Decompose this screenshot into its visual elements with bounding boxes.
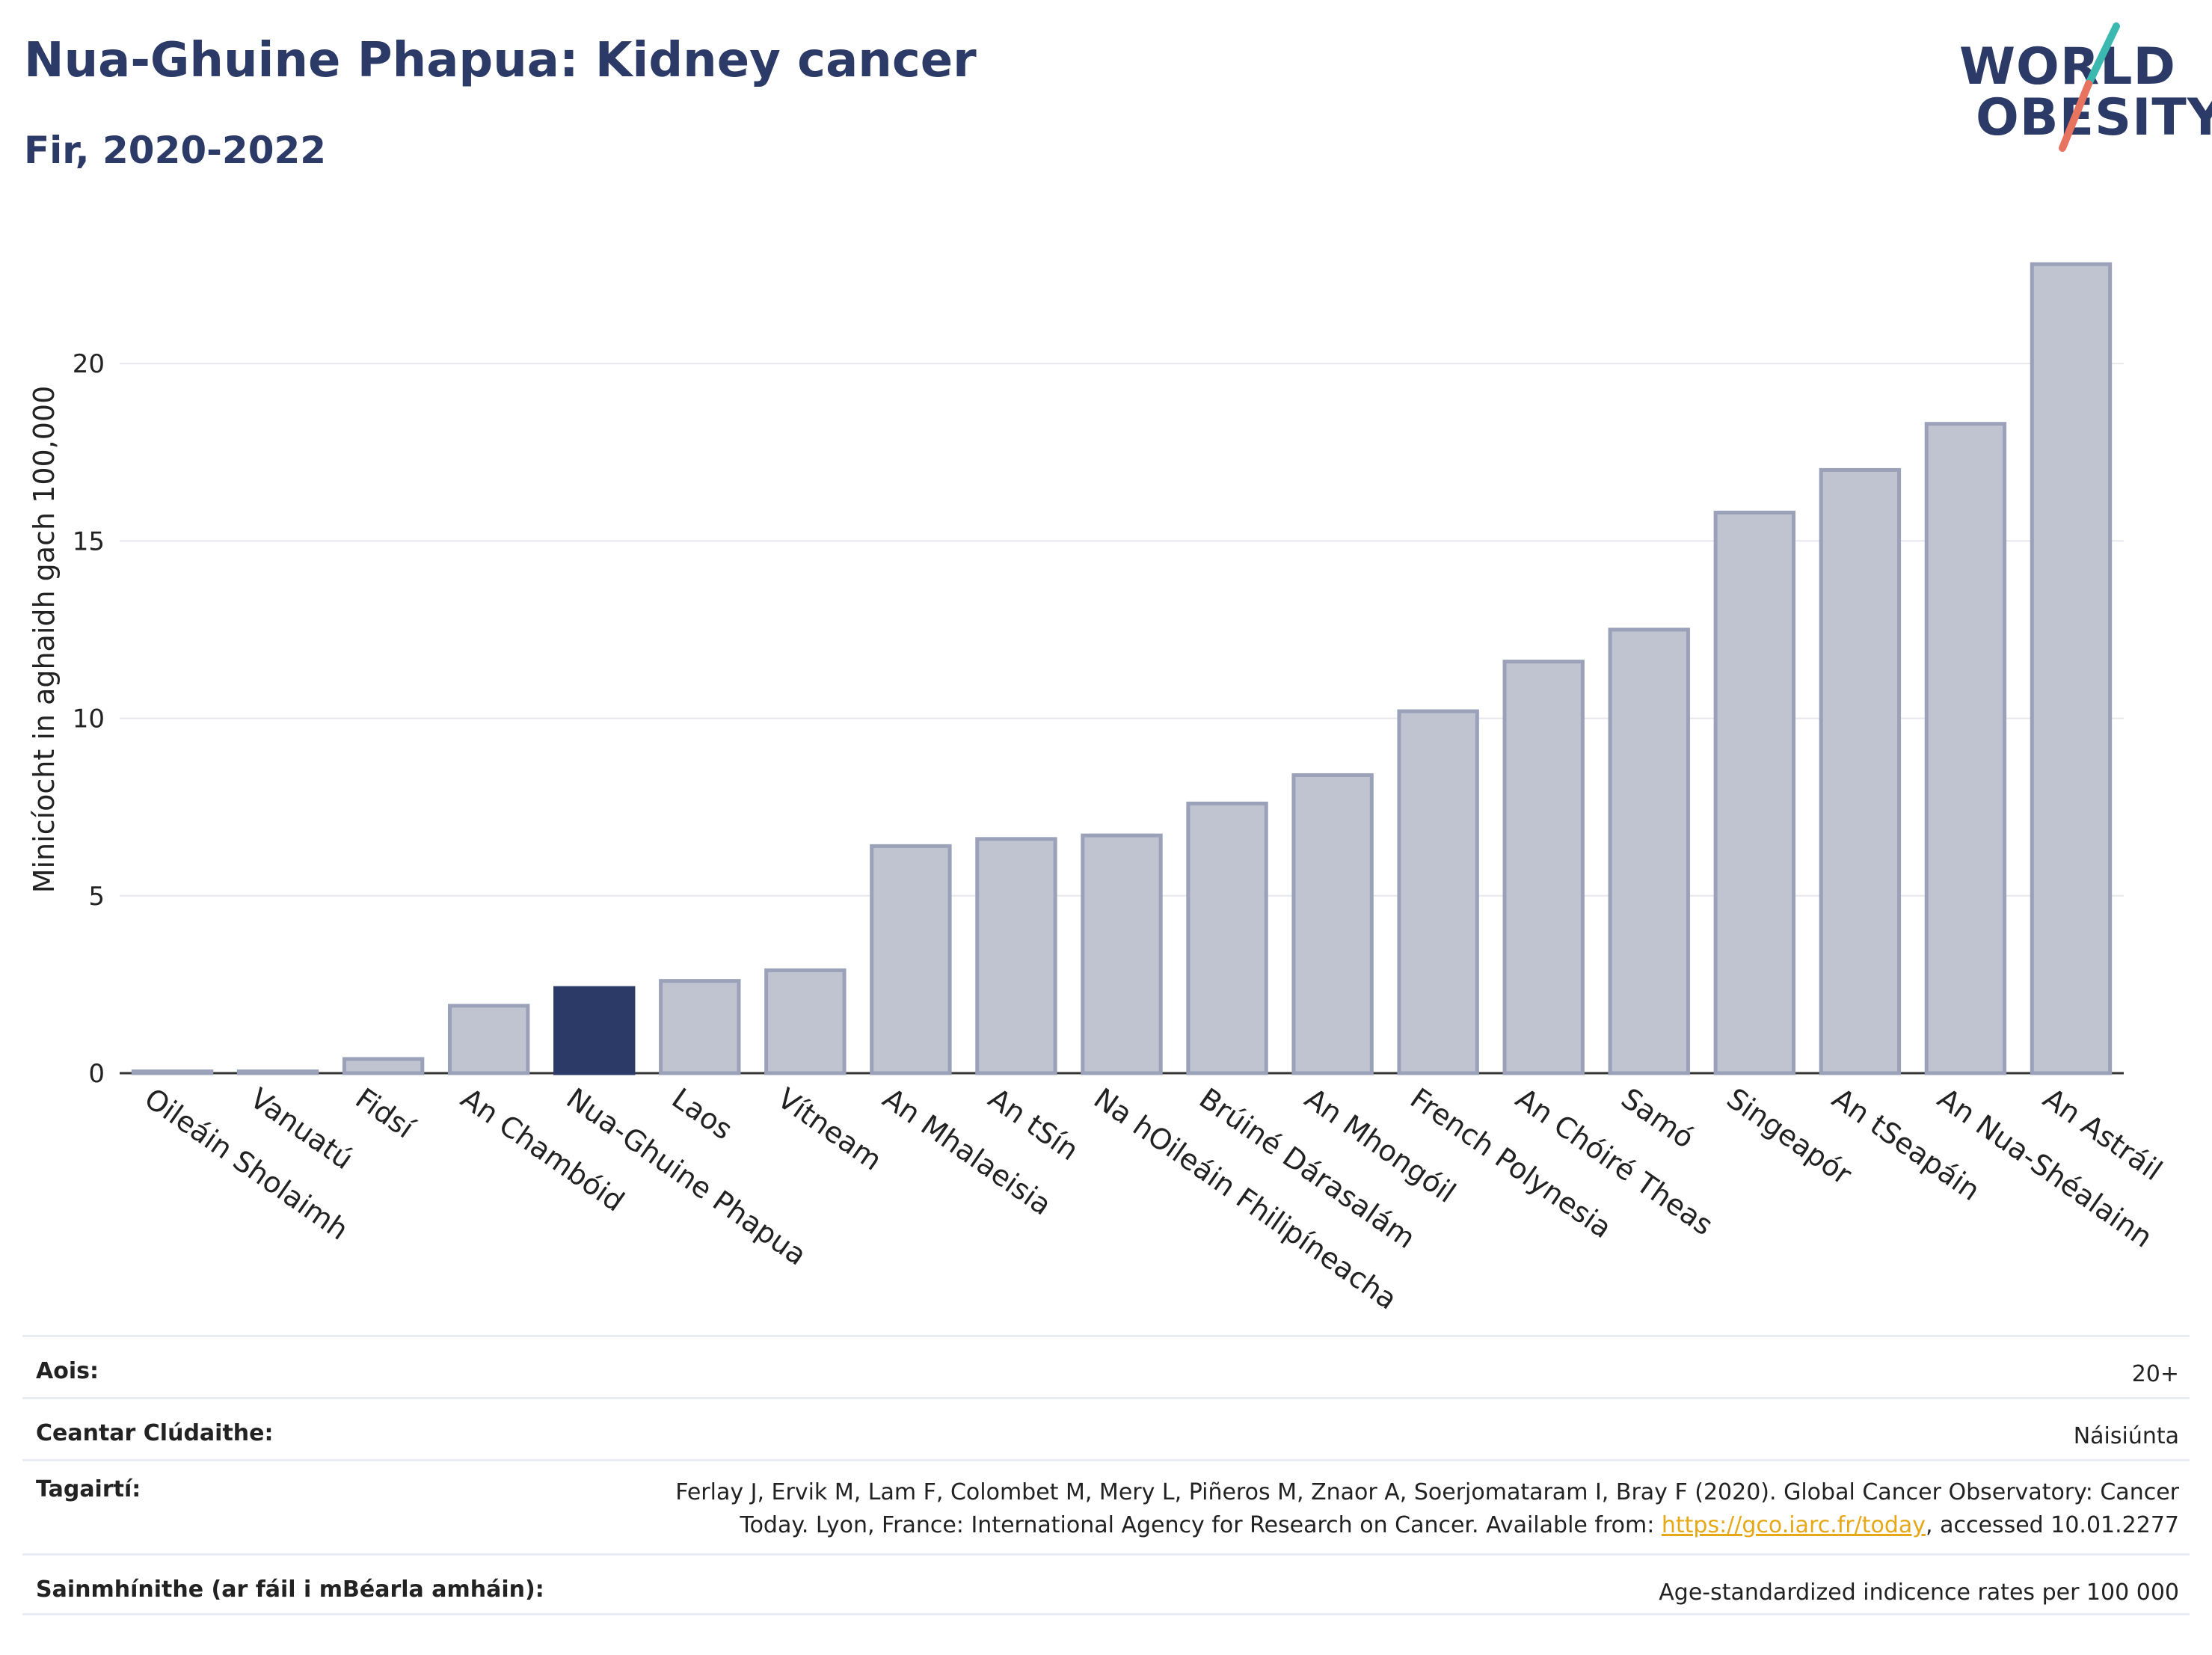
logo-slash-icon — [2059, 22, 2120, 152]
bar-7 — [870, 844, 952, 1075]
meta-row-definitions: Sainmhínithe (ar fáil i mBéarla amháin):… — [22, 1553, 2190, 1615]
x-tick-label: Laos — [666, 1081, 739, 1146]
world-obesity-logo: WORLD OBESITY — [1944, 22, 2212, 157]
meta-value: 20+ — [2131, 1361, 2179, 1387]
bar-15 — [1713, 510, 1796, 1075]
bar-2 — [342, 1057, 425, 1075]
y-tick-label: 20 — [73, 349, 105, 379]
y-tick-label: 10 — [73, 704, 105, 734]
bar-3 — [447, 1004, 530, 1075]
bar-18 — [2030, 262, 2113, 1075]
bar-13 — [1502, 660, 1585, 1075]
meta-label: Ceantar Clúdaithe: — [36, 1420, 274, 1446]
y-axis-label: Minicíocht in aghaidh gach 100,000 — [28, 386, 61, 894]
meta-label: Sainmhínithe (ar fáil i mBéarla amháin): — [36, 1576, 544, 1603]
reference-line-2-end: , accessed 10.01.2277 — [1926, 1512, 2179, 1538]
bar-10 — [1186, 801, 1268, 1075]
page-subtitle: Fir, 2020-2022 — [24, 129, 327, 172]
logo-line-1: WORLD — [1959, 37, 2176, 96]
y-tick-label: 0 — [88, 1059, 105, 1089]
x-tick-label: Vítneam — [772, 1081, 888, 1176]
meta-label: Aois: — [36, 1358, 99, 1384]
meta-value: Ferlay J, Ervik M, Lam F, Colombet M, Me… — [675, 1476, 2179, 1542]
y-tick-label: 15 — [73, 526, 105, 556]
metadata-table: Aois: 20+ Ceantar Clúdaithe: Náisiúnta T… — [22, 1335, 2190, 1615]
bar-6 — [764, 968, 847, 1075]
reference-link[interactable]: https://gco.iarc.fr/today — [1661, 1512, 1926, 1538]
x-tick-label: Fidsí — [349, 1081, 420, 1145]
bar-17 — [1924, 422, 2007, 1075]
bar-1 — [236, 1069, 319, 1075]
bar-12 — [1397, 709, 1479, 1075]
bar-8 — [975, 837, 1057, 1075]
reference-line-2-start: Today. Lyon, France: International Agenc… — [740, 1512, 1662, 1538]
reference-line-1: Ferlay J, Ervik M, Lam F, Colombet M, Me… — [675, 1479, 2179, 1505]
meta-row-references: Tagairtí: Ferlay J, Ervik M, Lam F, Colo… — [22, 1459, 2190, 1553]
page-title: Nua-Ghuine Phapua: Kidney cancer — [24, 33, 977, 88]
logo-line-2: OBESITY — [1976, 88, 2212, 147]
bar-0 — [131, 1069, 214, 1075]
bar-9 — [1081, 833, 1163, 1075]
bar-16 — [1819, 467, 1902, 1075]
bar-14 — [1608, 627, 1690, 1075]
meta-row-age: Aois: 20+ — [22, 1335, 2190, 1397]
y-tick-label: 5 — [88, 882, 105, 912]
bar-4 — [553, 986, 636, 1075]
meta-value: Náisiúnta — [2073, 1423, 2179, 1449]
bar-5 — [659, 979, 741, 1075]
meta-row-coverage: Ceantar Clúdaithe: Náisiúnta — [22, 1397, 2190, 1459]
bar-11 — [1291, 773, 1374, 1075]
meta-label: Tagairtí: — [36, 1476, 141, 1502]
x-tick-label: Samó — [1615, 1081, 1700, 1155]
meta-value: Age-standardized indicence rates per 100… — [1659, 1579, 2179, 1606]
